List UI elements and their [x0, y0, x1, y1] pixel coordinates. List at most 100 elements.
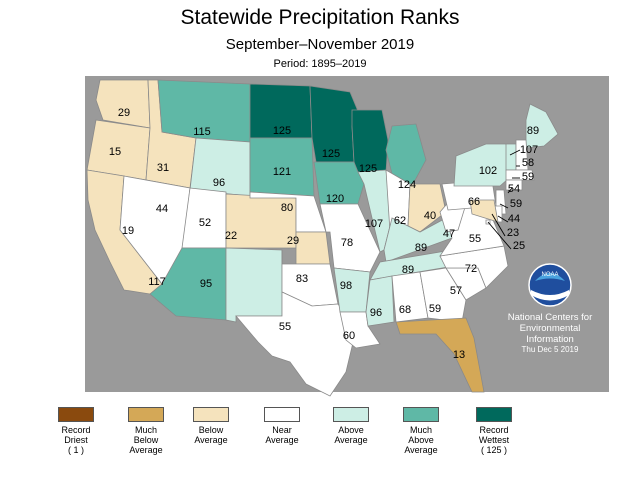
legend-swatch: [264, 407, 300, 422]
svg-text:NOAA: NOAA: [541, 272, 558, 278]
rank-label-ar: 98: [340, 280, 352, 292]
rank-label-al: 68: [399, 304, 411, 316]
leader-line-dc: [487, 221, 512, 250]
rank-label-in: 62: [394, 215, 406, 227]
legend-label: Record Wettest ( 125 ): [478, 425, 510, 455]
rank-label-mn: 125: [322, 148, 340, 160]
map-subtitle: September–November 2019: [225, 36, 415, 53]
legend-swatch: [403, 407, 439, 422]
rank-label-sc: 57: [450, 285, 462, 297]
rank-label-mo: 78: [341, 237, 353, 249]
rank-label-ct: 54: [508, 183, 520, 195]
rank-label-nj: 59: [510, 198, 522, 210]
rank-label-vt: 107: [520, 144, 538, 156]
rank-label-tn: 89: [402, 264, 414, 276]
legend-label: Below Average: [194, 425, 228, 445]
state-nm: [225, 247, 283, 323]
rank-label-ut: 52: [199, 217, 211, 229]
rank-label-fl: 13: [453, 349, 465, 361]
rank-label-md: 23: [507, 227, 519, 239]
rank-label-me: 89: [527, 125, 539, 137]
state-ms: [365, 275, 395, 327]
legend-label: Much Below Average: [129, 425, 163, 455]
legend-label: Record Driest ( 1 ): [61, 425, 91, 455]
state-tx: [235, 291, 357, 397]
rank-label-ok: 83: [296, 273, 308, 285]
rank-label-dc: 25: [513, 240, 525, 252]
state-wa: [95, 79, 151, 129]
rank-label-nv: 44: [156, 203, 168, 215]
rank-label-pa: 66: [468, 196, 480, 208]
map-period: Period: 1895–2019: [273, 58, 367, 70]
state-me: [525, 103, 559, 149]
rank-label-ca: 19: [122, 225, 134, 237]
map-title: Statewide Precipitation Ranks: [180, 6, 460, 29]
rank-label-nc: 72: [465, 263, 477, 275]
legend-item: Much Above Average: [381, 407, 461, 455]
state-ky: [383, 217, 453, 263]
rank-label-co: 22: [225, 230, 237, 242]
rank-label-wv: 47: [443, 228, 455, 240]
rank-label-tx: 55: [279, 321, 291, 333]
rank-label-mi: 124: [398, 179, 416, 191]
rank-label-ia: 120: [326, 193, 344, 205]
state-fl: [395, 317, 485, 393]
legend-item: Record Wettest ( 125 ): [454, 407, 534, 455]
state-ct: [505, 179, 523, 191]
legend-swatch: [333, 407, 369, 422]
legend-label: Much Above Average: [404, 425, 438, 455]
rank-label-wy: 96: [213, 177, 225, 189]
noaa-org-line3: Information: [526, 334, 574, 345]
state-vt: [505, 143, 517, 171]
state-ia: [313, 161, 365, 205]
state-oh: [407, 183, 447, 233]
state-md: [469, 199, 499, 223]
legend-swatch: [58, 407, 94, 422]
legend-item: Much Below Average: [106, 407, 186, 455]
rank-label-oh: 40: [424, 210, 436, 222]
rank-label-wi: 125: [359, 163, 377, 175]
legend-item: Below Average: [171, 407, 251, 445]
rank-label-ne: 80: [281, 202, 293, 214]
leader-line-md: [491, 213, 506, 237]
rank-label-ks: 29: [287, 235, 299, 247]
legend-item: Record Driest ( 1 ): [36, 407, 116, 455]
rank-label-de: 44: [508, 213, 520, 225]
leader-line-nj: [499, 203, 509, 209]
state-ks: [295, 231, 331, 265]
rank-label-wa: 29: [118, 107, 130, 119]
rank-label-ga: 59: [429, 303, 441, 315]
legend-swatch: [193, 407, 229, 422]
rank-label-la: 60: [343, 330, 355, 342]
rank-label-sd: 121: [273, 166, 291, 178]
rank-label-ms: 96: [370, 307, 382, 319]
rank-label-ny: 102: [479, 165, 497, 177]
rank-label-or: 15: [109, 146, 121, 158]
legend-swatch: [476, 407, 512, 422]
rank-label-mt: 115: [193, 126, 211, 138]
state-ga: [419, 267, 467, 323]
leader-line-ct: [507, 187, 513, 194]
legend-item: Above Average: [311, 407, 391, 445]
rank-label-va: 55: [469, 233, 481, 245]
rank-label-id: 31: [157, 162, 169, 174]
noaa-org-name: National Centers for Environmental Infor…: [504, 312, 596, 345]
rank-label-ma: 59: [522, 171, 534, 183]
rank-label-az: 117: [148, 276, 166, 288]
noaa-date: Thu Dec 5 2019: [521, 345, 579, 354]
rank-label-il: 107: [365, 218, 383, 230]
noaa-logo: NOAA: [528, 263, 572, 307]
leader-line-de: [497, 215, 509, 223]
legend-label: Above Average: [334, 425, 368, 445]
legend-swatch: [128, 407, 164, 422]
rank-label-nm: 95: [200, 278, 212, 290]
legend-label: Near Average: [265, 425, 299, 445]
legend-item: Near Average: [242, 407, 322, 445]
noaa-org-line1: National Centers for: [507, 312, 593, 323]
noaa-org-line2: Environmental: [519, 323, 581, 334]
state-ma: [505, 169, 535, 181]
rank-label-nd: 125: [273, 125, 291, 137]
leader-line-vt: [509, 149, 521, 156]
rank-label-ky: 89: [415, 242, 427, 254]
